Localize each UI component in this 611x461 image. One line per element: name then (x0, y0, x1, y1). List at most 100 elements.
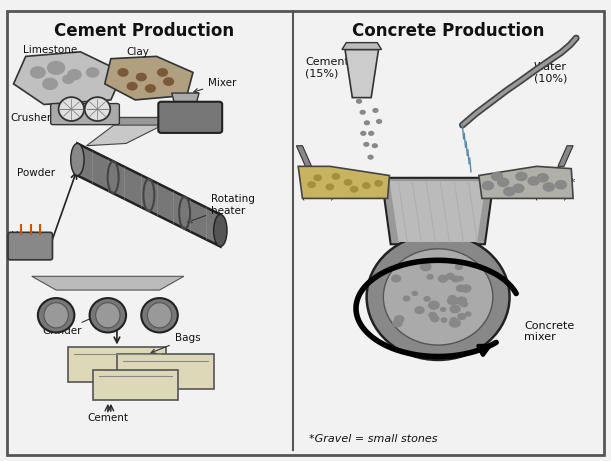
Circle shape (448, 297, 458, 305)
Circle shape (412, 291, 417, 296)
Text: Powder: Powder (16, 168, 55, 178)
Ellipse shape (71, 143, 84, 176)
Circle shape (375, 181, 382, 186)
Text: Sand
(25%): Sand (25%) (301, 178, 335, 200)
Circle shape (447, 273, 454, 279)
Circle shape (439, 275, 447, 282)
Circle shape (145, 85, 155, 92)
Circle shape (458, 277, 463, 281)
Circle shape (456, 297, 466, 305)
Polygon shape (389, 181, 486, 242)
Circle shape (415, 307, 424, 313)
Ellipse shape (90, 298, 126, 332)
Circle shape (365, 121, 370, 124)
FancyBboxPatch shape (51, 104, 119, 124)
Circle shape (308, 182, 315, 188)
Text: Gravel*
(50%): Gravel* (50%) (533, 178, 576, 200)
Circle shape (376, 119, 381, 123)
FancyBboxPatch shape (158, 102, 222, 133)
Circle shape (373, 109, 378, 112)
Circle shape (48, 61, 65, 74)
Polygon shape (93, 370, 178, 400)
Ellipse shape (38, 298, 75, 332)
Polygon shape (78, 143, 221, 247)
Polygon shape (68, 347, 166, 382)
Circle shape (458, 313, 466, 319)
Circle shape (87, 68, 99, 77)
Polygon shape (32, 276, 184, 290)
Text: Water
(10%): Water (10%) (533, 62, 567, 83)
Circle shape (450, 318, 456, 322)
Circle shape (395, 316, 404, 323)
Circle shape (326, 184, 334, 190)
FancyBboxPatch shape (7, 11, 604, 455)
Circle shape (392, 275, 401, 282)
Circle shape (466, 312, 471, 316)
Circle shape (361, 131, 366, 135)
Polygon shape (87, 125, 163, 146)
Circle shape (43, 78, 57, 89)
Polygon shape (345, 49, 378, 98)
Circle shape (498, 178, 508, 187)
Circle shape (452, 276, 459, 282)
Polygon shape (479, 166, 573, 198)
Circle shape (357, 100, 362, 103)
Circle shape (448, 296, 456, 302)
Circle shape (127, 83, 137, 90)
Polygon shape (558, 146, 573, 166)
Circle shape (345, 180, 352, 185)
Ellipse shape (383, 249, 493, 345)
Text: *Gravel = small stones: *Gravel = small stones (309, 434, 437, 444)
Circle shape (441, 318, 447, 322)
Text: Concrete
mixer: Concrete mixer (524, 320, 575, 342)
Ellipse shape (214, 214, 227, 247)
Ellipse shape (44, 303, 68, 328)
Circle shape (483, 182, 494, 190)
Circle shape (555, 181, 566, 189)
Polygon shape (298, 166, 389, 198)
Circle shape (31, 67, 45, 78)
Circle shape (364, 142, 369, 146)
Circle shape (420, 263, 431, 271)
Text: Clay: Clay (126, 47, 149, 57)
Ellipse shape (147, 303, 172, 328)
Text: Cement
(15%): Cement (15%) (306, 57, 349, 79)
Circle shape (461, 301, 467, 307)
Circle shape (456, 285, 465, 291)
Polygon shape (105, 56, 193, 100)
Circle shape (351, 187, 358, 192)
Circle shape (314, 175, 321, 181)
Circle shape (492, 172, 503, 181)
Polygon shape (117, 354, 214, 389)
Polygon shape (13, 52, 123, 105)
Ellipse shape (141, 298, 178, 332)
Text: Cement Production: Cement Production (54, 22, 235, 40)
FancyBboxPatch shape (8, 232, 53, 260)
Circle shape (461, 285, 470, 292)
Circle shape (428, 301, 439, 309)
Circle shape (450, 319, 460, 327)
Circle shape (513, 184, 524, 193)
Circle shape (158, 69, 167, 76)
Circle shape (431, 316, 439, 322)
Circle shape (372, 144, 377, 148)
Text: Crusher: Crusher (10, 112, 67, 123)
Circle shape (429, 313, 436, 318)
Circle shape (504, 188, 514, 195)
Circle shape (537, 174, 548, 182)
Circle shape (403, 296, 410, 301)
Text: Mixer: Mixer (194, 78, 236, 93)
Circle shape (63, 75, 74, 83)
Polygon shape (296, 146, 312, 166)
Circle shape (360, 111, 365, 114)
Ellipse shape (85, 97, 110, 121)
Circle shape (136, 73, 146, 81)
Circle shape (450, 305, 460, 313)
Text: Rotating
heater: Rotating heater (188, 195, 255, 223)
Circle shape (164, 78, 174, 85)
Text: Heat: Heat (11, 231, 36, 242)
Circle shape (543, 183, 554, 191)
Circle shape (393, 320, 402, 327)
Circle shape (456, 264, 463, 270)
Circle shape (369, 131, 373, 135)
